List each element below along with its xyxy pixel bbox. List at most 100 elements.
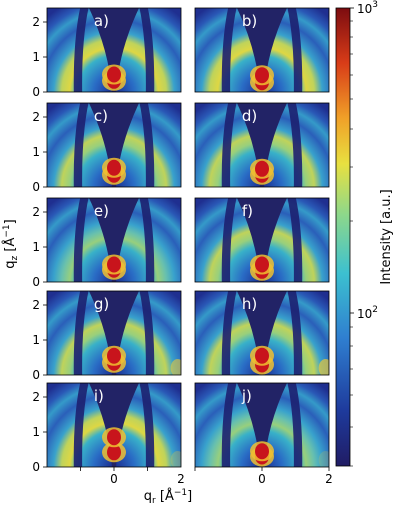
y-tick-label: 1 [32,50,40,64]
panel-e: e) 0 1 2 [32,197,182,289]
y-tick-label: 2 [32,390,40,404]
detector-gap [221,383,237,467]
side-peak [318,359,329,375]
peak-core [255,256,269,273]
side-peak [170,451,181,467]
panel-i: i) 0 1 2 [32,382,182,474]
y-tick-label: 1 [32,425,40,439]
peak-core [255,160,269,177]
x-axis-label: qr [Å−1] [144,488,192,506]
detector-gap [287,291,303,375]
panel-h: h) [194,290,330,376]
x-tick-label: 0 [258,472,266,486]
panel-j: j) [194,382,330,471]
peak-core [107,444,121,461]
y-tick-label: 2 [32,298,40,312]
detector-gap [221,8,237,92]
panel-d: d) [194,102,330,188]
panel-frame [46,290,182,376]
panel-grid: a) 0 1 2 b) c) 0 1 2 d) e) 0 1 2 f) g) 0 1 2 h) i) 0 1 2 j) 0 2 0 2 [32,7,333,486]
panel-g: g) 0 1 2 [32,290,182,382]
panel-label: i) [94,387,104,405]
detector-gap [139,103,155,187]
missing-wedge [89,103,139,187]
panel-label: c) [94,107,108,125]
detector-gap [221,198,237,282]
detector-gap [139,291,155,375]
y-tick-label: 2 [32,110,40,124]
x-tick-label: 2 [177,472,185,486]
panel-label: j) [241,387,252,405]
panel-frame [194,102,330,188]
panel-frame [194,7,330,93]
peak-core [107,347,121,364]
panel-frame [46,197,182,283]
colorbar: 103 102 Intensity [a.u.] [335,0,394,467]
y-tick-label: 0 [32,85,40,99]
detector-gap [221,103,237,187]
colorbar-tick-label-mid: 102 [357,305,378,321]
peak-core [107,66,121,83]
panel-label: g) [94,295,109,313]
x-tick-label: 2 [325,472,333,486]
colorbar-tick-label-top: 103 [357,0,378,16]
y-tick-label: 1 [32,240,40,254]
panel-label: e) [94,202,109,220]
detector-gap [73,103,89,187]
peak-core [255,67,269,84]
detector-gap [287,8,303,92]
panel-frame [194,197,330,283]
colorbar-minor-ticks [350,20,353,467]
panel-c: c) 0 1 2 [32,102,182,194]
missing-wedge [89,198,139,282]
peak-core [255,443,269,460]
panel-label: h) [242,295,257,313]
y-tick-label: 0 [32,180,40,194]
y-tick-label: 2 [32,15,40,29]
y-tick-label: 1 [32,333,40,347]
detector-gap [139,198,155,282]
missing-wedge [89,383,139,467]
missing-wedge [237,291,287,375]
detector-gap [73,198,89,282]
panel-frame [194,290,330,376]
missing-wedge [89,291,139,375]
missing-wedge [89,8,139,92]
peak-core [107,256,121,273]
detector-gap [73,291,89,375]
panel-a: a) 0 1 2 [32,7,182,99]
panel-label: b) [242,12,257,30]
detector-gap [73,383,89,467]
detector-gap [139,8,155,92]
y-tick-label: 1 [32,145,40,159]
panel-label: d) [242,107,257,125]
y-tick-label: 2 [32,205,40,219]
panel-frame [46,7,182,93]
side-peak [170,359,181,375]
peak-core [107,429,121,446]
x-tick-label: 0 [110,472,118,486]
y-tick-label: 0 [32,460,40,474]
panel-f: f) [194,197,330,283]
panel-b: b) [194,7,330,93]
peak-core [107,159,121,176]
panel-label: a) [94,12,109,30]
peak-core [255,347,269,364]
y-tick-label: 0 [32,275,40,289]
missing-wedge [237,8,287,92]
detector-gap [73,8,89,92]
detector-gap [139,383,155,467]
missing-wedge [237,103,287,187]
missing-wedge [237,383,287,467]
detector-gap [221,291,237,375]
colorbar-gradient [335,7,351,467]
panel-label: f) [242,202,253,220]
detector-gap [287,198,303,282]
colorbar-label: Intensity [a.u.] [379,189,394,284]
missing-wedge [237,198,287,282]
detector-gap [287,383,303,467]
detector-gap [287,103,303,187]
panel-frame [46,102,182,188]
y-axis-label: qz [Å−1] [2,219,20,268]
